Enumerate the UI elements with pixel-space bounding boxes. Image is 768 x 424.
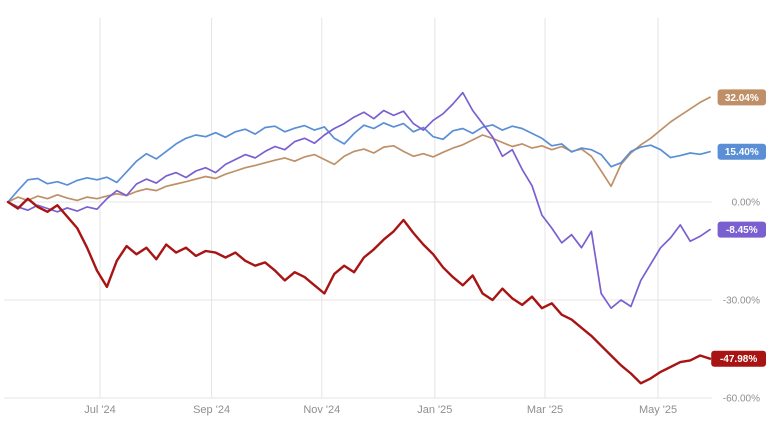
series-line-red	[6, 197, 712, 385]
x-axis-label: Jul '24	[84, 404, 115, 416]
x-axis-label: Mar '25	[527, 404, 563, 416]
series-line-tan	[7, 96, 711, 203]
end-value-badge-tan	[717, 89, 766, 106]
y-axis-label: 0.00%	[732, 198, 760, 209]
x-axis-label: Sep '24	[193, 404, 230, 416]
end-value-badge-label-purple: -8.45%	[726, 225, 758, 236]
end-value-badge-label-red: -47.98%	[720, 354, 757, 365]
end-value-badge-purple	[717, 221, 766, 238]
end-value-badge-blue	[717, 143, 766, 160]
end-value-badge-red	[711, 350, 766, 367]
x-axis-label: May '25	[639, 404, 677, 416]
end-value-badge-label-blue: 15.40%	[725, 147, 759, 158]
y-axis-label: -30.00%	[723, 296, 760, 307]
x-axis-label: Nov '24	[303, 404, 340, 416]
series-line-purple	[7, 91, 711, 310]
end-value-badge-label-tan: 32.04%	[725, 93, 759, 104]
y-axis-label: -60.00%	[723, 394, 760, 405]
series-line-blue	[7, 122, 711, 203]
x-axis-label: Jan '25	[417, 404, 452, 416]
